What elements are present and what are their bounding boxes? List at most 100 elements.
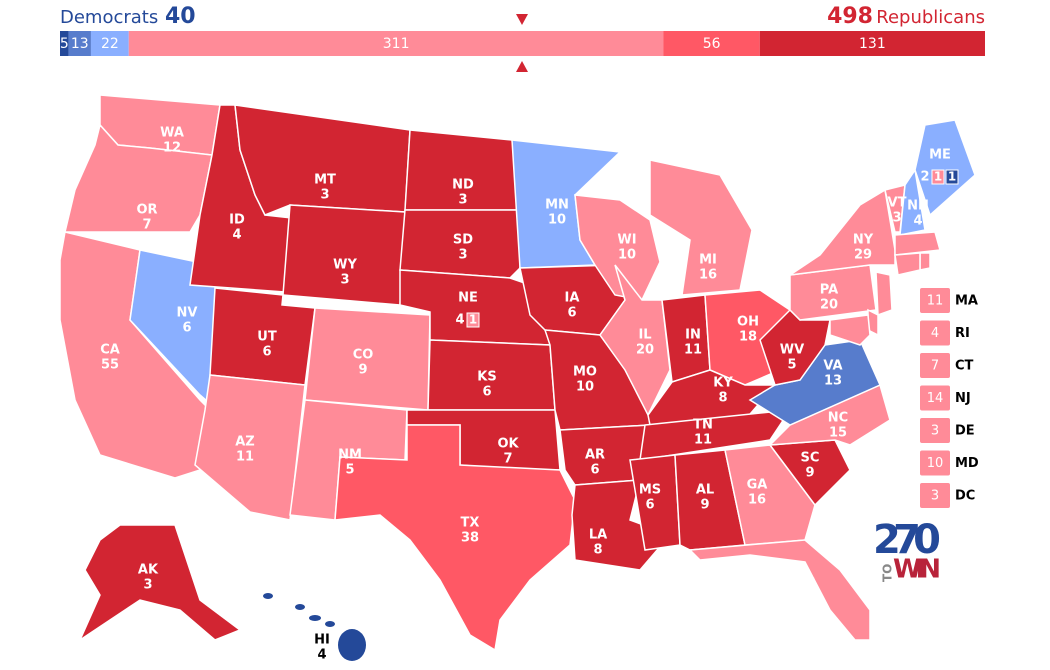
state-votes: 5 xyxy=(345,463,354,478)
state-abbr: UT xyxy=(257,330,277,345)
state-abbr: ND xyxy=(452,178,474,193)
state-votes: 9 xyxy=(805,466,814,481)
state-shape xyxy=(325,621,335,627)
rep-label: Republicans xyxy=(876,7,985,28)
state-abbr: AL xyxy=(696,483,714,498)
state-abbr: CA xyxy=(100,343,120,358)
state-abbr: MO xyxy=(573,365,597,380)
logo-small: TO xyxy=(881,564,895,582)
state-shape xyxy=(263,593,273,599)
state-abbr: KS xyxy=(477,370,496,385)
small-state-abbr: MA xyxy=(955,294,978,309)
state-votes: 13 xyxy=(824,374,842,389)
state-votes: 4 xyxy=(913,214,922,229)
state-votes: 29 xyxy=(797,584,815,599)
state-votes: 15 xyxy=(829,426,847,441)
state-votes: 55 xyxy=(101,358,119,373)
bar-segment xyxy=(759,31,985,56)
logo-number: 270 xyxy=(873,517,941,563)
state-abbr: MN xyxy=(545,198,569,213)
state-shape xyxy=(789,188,896,276)
state-abbr: OH xyxy=(737,315,759,330)
state-abbr: IL xyxy=(638,328,651,343)
small-state-box xyxy=(920,288,950,313)
rep-total: 498 xyxy=(827,4,873,29)
small-state-abbr: DC xyxy=(955,489,975,504)
district-votes: 1 xyxy=(934,170,942,184)
state-abbr: VA xyxy=(823,359,842,374)
state-votes: 3 xyxy=(892,211,901,226)
state-votes: 16 xyxy=(699,268,717,283)
small-state-box xyxy=(920,483,950,508)
state-shape xyxy=(688,539,871,641)
bar-segment xyxy=(90,31,129,56)
state-abbr: NC xyxy=(828,411,848,426)
state-votes: 6 xyxy=(482,385,491,400)
bar-label: 13 xyxy=(71,36,89,52)
state-shape xyxy=(639,409,792,461)
state-shape xyxy=(649,159,753,296)
state-votes: 3 xyxy=(143,578,152,593)
bar-label: 56 xyxy=(703,36,721,52)
small-state-abbr: DE xyxy=(955,424,975,439)
small-state-box xyxy=(920,320,950,346)
small-state-box xyxy=(920,385,950,411)
bar-label: 22 xyxy=(101,36,119,52)
state-votes: 8 xyxy=(718,391,727,406)
state-abbr: MS xyxy=(639,483,661,498)
state-abbr: IA xyxy=(565,291,580,306)
state-votes: 7 xyxy=(142,218,151,233)
state-votes: 6 xyxy=(645,498,654,513)
small-state-abbr: MD xyxy=(955,456,979,471)
state-shape xyxy=(899,168,926,236)
midpoint-marker xyxy=(516,14,528,25)
state-abbr: SC xyxy=(801,451,820,466)
state-votes: 11 xyxy=(694,433,712,448)
state-votes: 2 xyxy=(920,170,929,185)
state-votes: 6 xyxy=(262,345,271,360)
state-abbr: ME xyxy=(929,148,951,163)
state-votes: 6 xyxy=(590,463,599,478)
state-abbr: WV xyxy=(780,343,804,358)
district-box xyxy=(945,169,959,185)
state-abbr: WY xyxy=(333,258,357,273)
state-shape xyxy=(194,374,306,521)
state-shape xyxy=(724,444,816,546)
state-shape xyxy=(282,204,406,306)
state-abbr: TN xyxy=(693,418,713,433)
state-shape xyxy=(629,454,681,551)
district-box xyxy=(931,169,945,185)
bar-segment xyxy=(60,31,69,56)
state-abbr: SD xyxy=(453,233,473,248)
state-abbr: AR xyxy=(585,448,605,463)
district-votes: 1 xyxy=(469,313,477,327)
state-votes: 8 xyxy=(593,543,602,558)
state-abbr: MI xyxy=(699,253,717,268)
state-abbr: VT xyxy=(888,196,907,211)
state-abbr: WA xyxy=(160,126,184,141)
state-votes: 3 xyxy=(458,193,467,208)
state-abbr: PA xyxy=(820,283,838,298)
state-abbr: CO xyxy=(353,348,374,363)
state-shape xyxy=(338,629,366,661)
bar-label: 5 xyxy=(60,36,69,52)
state-abbr: IN xyxy=(685,328,701,343)
small-state-abbr: RI xyxy=(955,326,970,341)
state-shape xyxy=(894,231,941,256)
state-votes: 4 xyxy=(232,228,241,243)
small-state-votes: 3 xyxy=(931,489,939,504)
state-votes: 20 xyxy=(820,298,838,313)
bar-segment xyxy=(68,31,91,56)
state-shape xyxy=(295,604,305,610)
small-state-votes: 14 xyxy=(927,391,944,406)
state-votes: 16 xyxy=(748,493,766,508)
state-votes: 9 xyxy=(358,363,367,378)
state-abbr: FL xyxy=(797,569,814,584)
state-abbr: OR xyxy=(136,203,157,218)
state-votes: 3 xyxy=(320,188,329,203)
state-votes: 7 xyxy=(503,452,512,467)
state-votes: 4 xyxy=(317,648,326,663)
state-votes: 10 xyxy=(548,213,566,228)
state-votes: 29 xyxy=(854,248,872,263)
